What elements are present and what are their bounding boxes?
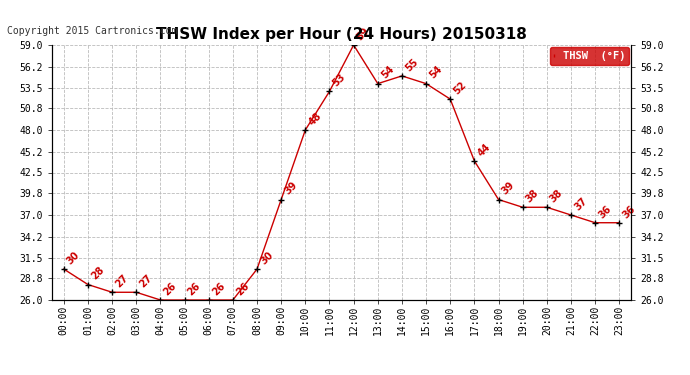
Text: 54: 54 <box>428 64 444 81</box>
Text: 26: 26 <box>210 280 227 297</box>
Text: 55: 55 <box>404 57 420 73</box>
Text: 54: 54 <box>380 64 396 81</box>
Text: 53: 53 <box>331 72 348 88</box>
Text: 39: 39 <box>500 180 517 197</box>
Text: 27: 27 <box>138 273 155 290</box>
Text: 26: 26 <box>162 280 179 297</box>
Text: Copyright 2015 Cartronics.com: Copyright 2015 Cartronics.com <box>7 26 177 36</box>
Text: 26: 26 <box>186 280 203 297</box>
Text: 30: 30 <box>66 250 82 266</box>
Text: 59: 59 <box>355 26 372 42</box>
Text: 27: 27 <box>114 273 130 290</box>
Text: 36: 36 <box>597 203 613 220</box>
Text: 52: 52 <box>452 80 469 96</box>
Text: 26: 26 <box>235 280 251 297</box>
Text: 38: 38 <box>524 188 541 204</box>
Text: 37: 37 <box>573 196 589 212</box>
Legend: THSW  (°F): THSW (°F) <box>550 47 629 65</box>
Text: 28: 28 <box>90 265 106 282</box>
Text: 48: 48 <box>307 111 324 127</box>
Text: 39: 39 <box>283 180 299 197</box>
Text: 30: 30 <box>259 250 275 266</box>
Title: THSW Index per Hour (24 Hours) 20150318: THSW Index per Hour (24 Hours) 20150318 <box>156 27 527 42</box>
Text: 38: 38 <box>549 188 565 204</box>
Text: 44: 44 <box>476 141 493 158</box>
Text: 36: 36 <box>621 203 638 220</box>
